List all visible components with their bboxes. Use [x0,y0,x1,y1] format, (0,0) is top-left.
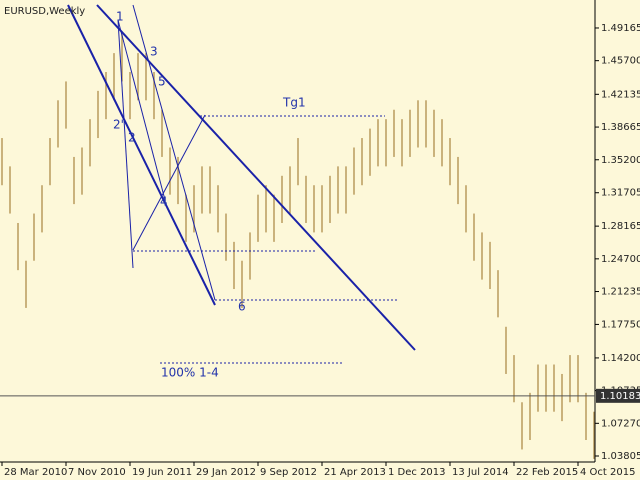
trendline [132,114,206,251]
x-tick-label: 28 Mar 2010 [4,467,67,478]
wave-label: 6 [238,300,246,314]
y-tick-label: 1.24700 [601,254,640,265]
chart-title: EURUSD,Weekly [4,6,85,17]
trendline [117,19,166,201]
y-tick-label: 1.35200 [601,155,640,166]
y-tick-label: 1.14200 [601,353,640,364]
trendlines [67,4,416,364]
x-tick-label: 19 Jun 2011 [132,467,192,478]
x-tick-label: 1 Dec 2013 [388,467,446,478]
x-tick-label: 13 Jul 2014 [452,467,509,478]
wave-label: 2' [113,118,124,132]
y-tick-label: 1.38665 [601,122,640,133]
y-tick-label: 1.42135 [601,89,640,100]
y-tick-label: 1.31705 [601,188,640,199]
trendline [96,4,416,351]
y-tick-label: 1.21235 [601,287,640,298]
fib-label: 100% 1-4 [161,366,219,380]
x-tick-label: 4 Oct 2015 [580,467,635,478]
x-tick-label: 22 Feb 2015 [516,467,578,478]
x-tick-label: 9 Sep 2012 [260,467,317,478]
trendline [117,19,134,269]
wave-label: 5 [158,75,166,89]
trendline [67,4,216,306]
x-tick-label: 7 Nov 2010 [68,467,126,478]
y-tick-label: 1.49165 [601,23,640,34]
wave-label: 2 [128,131,136,145]
wave-label: 3 [150,45,158,59]
wave-label: 1 [116,10,124,24]
current-price-box [596,388,640,403]
y-tick-label: 1.28165 [601,221,640,232]
target-label: Tg1 [282,96,306,110]
y-tick-label: 1.45700 [601,56,640,67]
x-tick-label: 21 Apr 2013 [324,467,386,478]
y-tick-label: 1.17750 [601,319,640,330]
wave-label: 4 [160,195,168,209]
x-tick-label: 29 Jan 2012 [196,467,256,478]
y-tick-label: 1.07270 [601,418,640,429]
price-bars [1,34,595,459]
current-price-label: 1.10183 [600,391,640,402]
trendline [132,4,216,301]
y-tick-label: 1.03805 [601,451,640,462]
